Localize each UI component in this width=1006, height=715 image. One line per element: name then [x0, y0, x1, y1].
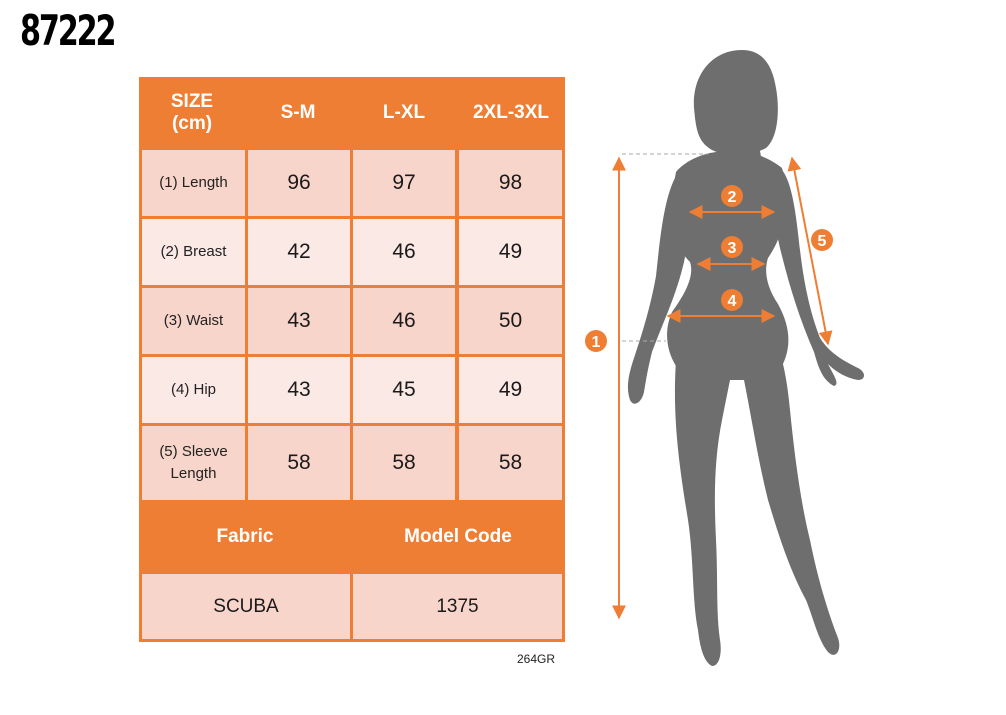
marker-1: 1 [585, 330, 607, 352]
marker-3: 3 [721, 236, 743, 258]
row-label-sleeve: (5) Sleeve [159, 443, 228, 460]
size-chart-table: SIZE (cm) S-M L-XL 2XL-3XL (1) Length 96… [139, 77, 565, 642]
footer-value-model-code: 1375 [353, 574, 562, 639]
reference-code: 264GR [517, 652, 556, 666]
cell-breast-l-xl: 46 [353, 219, 455, 285]
cell-hip-l-xl: 45 [353, 357, 455, 423]
marker-5-label: 5 [818, 233, 827, 250]
header-unit-label: (cm) [171, 113, 213, 134]
row-label-length-word: Length [170, 465, 217, 482]
marker-2: 2 [721, 185, 743, 207]
cell-sleeve-s-m: 58 [248, 426, 350, 500]
cell-breast-s-m: 42 [248, 219, 350, 285]
header-size-2xl-3xl: 2XL-3XL [472, 102, 550, 123]
marker-4-label: 4 [728, 293, 737, 310]
header-size-s-m: S-M [280, 102, 316, 123]
cell-length-s-m: 96 [248, 150, 350, 216]
marker-2-label: 2 [728, 189, 737, 206]
marker-5: 5 [811, 229, 833, 251]
header-size-l-xl: L-XL [382, 102, 426, 123]
row-label-sleeve-length: (5) Sleeve Length [142, 426, 245, 500]
cell-length-2xl-3xl: 98 [459, 150, 562, 216]
marker-3-label: 3 [728, 240, 737, 257]
cell-waist-l-xl: 46 [353, 288, 455, 354]
cell-hip-s-m: 43 [248, 357, 350, 423]
marker-1-label: 1 [592, 334, 601, 351]
cell-waist-s-m: 43 [248, 288, 350, 354]
cell-sleeve-l-xl: 58 [353, 426, 455, 500]
cell-hip-2xl-3xl: 49 [459, 357, 562, 423]
footer-header-fabric: Fabric [216, 526, 274, 547]
cell-breast-2xl-3xl: 49 [459, 219, 562, 285]
row-label-breast: (2) Breast [142, 219, 245, 285]
row-label-waist: (3) Waist [142, 288, 245, 354]
sleeve-arrow [787, 156, 833, 346]
cell-length-l-xl: 97 [353, 150, 455, 216]
header-size-cm: SIZE (cm) [139, 77, 245, 149]
header-size-label: SIZE [170, 91, 214, 112]
footer-value-fabric: SCUBA [142, 574, 350, 639]
cell-sleeve-2xl-3xl: 58 [459, 426, 562, 500]
row-label-length: (1) Length [142, 150, 245, 216]
footer-header-model-code: Model Code [404, 526, 512, 547]
row-label-hip: (4) Hip [142, 357, 245, 423]
woman-silhouette-icon [627, 50, 864, 666]
marker-4: 4 [721, 289, 743, 311]
cell-waist-2xl-3xl: 50 [459, 288, 562, 354]
product-code: 87222 [20, 6, 117, 55]
